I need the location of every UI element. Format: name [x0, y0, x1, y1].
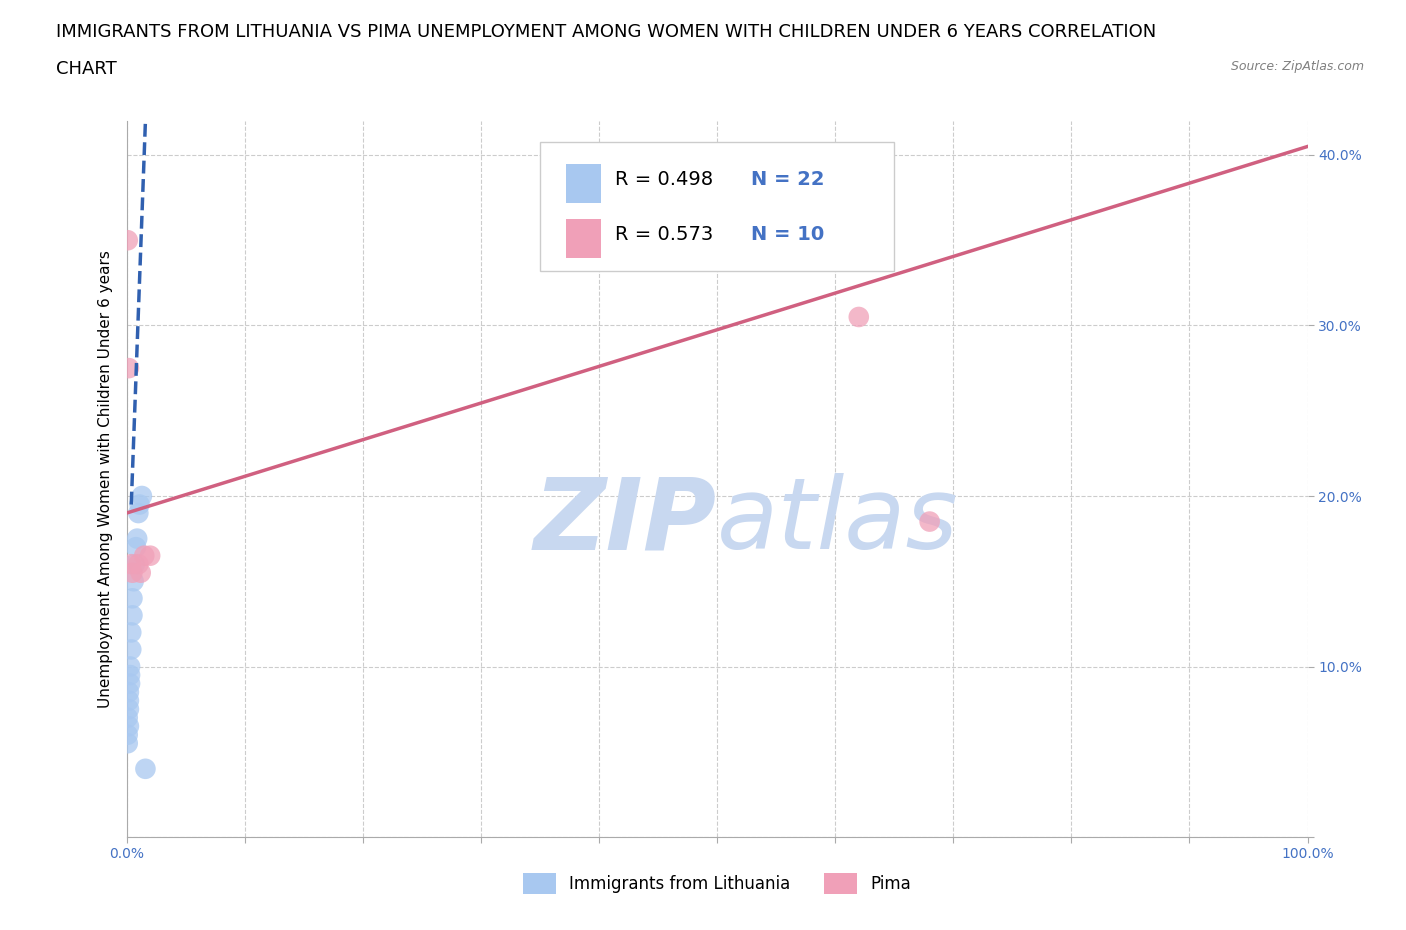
Point — [118, 693, 141, 708]
Point — [118, 684, 141, 699]
Point — [128, 497, 150, 512]
Point — [118, 702, 141, 717]
Y-axis label: Unemployment Among Women with Children Under 6 years: Unemployment Among Women with Children U… — [97, 250, 112, 708]
Legend: Immigrants from Lithuania, Pima: Immigrants from Lithuania, Pima — [516, 867, 918, 900]
Point — [139, 549, 162, 564]
Point — [117, 727, 139, 742]
Point — [117, 736, 139, 751]
Point — [120, 557, 142, 572]
Bar — [565, 164, 602, 204]
Text: Source: ZipAtlas.com: Source: ZipAtlas.com — [1230, 60, 1364, 73]
Text: R = 0.573: R = 0.573 — [616, 225, 714, 244]
Bar — [565, 219, 602, 259]
Point — [918, 514, 941, 529]
Point — [124, 557, 146, 572]
Point — [129, 565, 152, 580]
Point — [127, 506, 149, 521]
Text: atlas: atlas — [717, 473, 959, 570]
Point — [121, 591, 143, 605]
Text: R = 0.498: R = 0.498 — [616, 170, 714, 189]
Text: N = 22: N = 22 — [751, 170, 825, 189]
Text: N = 10: N = 10 — [751, 225, 824, 244]
Text: ZIP: ZIP — [534, 473, 717, 570]
Point — [120, 625, 142, 640]
Text: IMMIGRANTS FROM LITHUANIA VS PIMA UNEMPLOYMENT AMONG WOMEN WITH CHILDREN UNDER 6: IMMIGRANTS FROM LITHUANIA VS PIMA UNEMPL… — [56, 23, 1157, 41]
Point — [120, 642, 142, 657]
Point — [127, 531, 149, 546]
Point — [120, 676, 142, 691]
Point — [121, 608, 143, 623]
Point — [122, 574, 145, 589]
Point — [117, 711, 139, 725]
Point — [120, 659, 142, 674]
Point — [848, 310, 870, 325]
Point — [121, 565, 143, 580]
Point — [125, 539, 148, 554]
Point — [134, 762, 156, 777]
Text: CHART: CHART — [56, 60, 117, 78]
Point — [134, 549, 156, 564]
Point — [118, 719, 141, 734]
Point — [120, 668, 142, 683]
Point — [127, 557, 149, 572]
Point — [118, 361, 141, 376]
Point — [131, 488, 153, 503]
FancyBboxPatch shape — [540, 142, 894, 272]
Point — [117, 232, 139, 247]
